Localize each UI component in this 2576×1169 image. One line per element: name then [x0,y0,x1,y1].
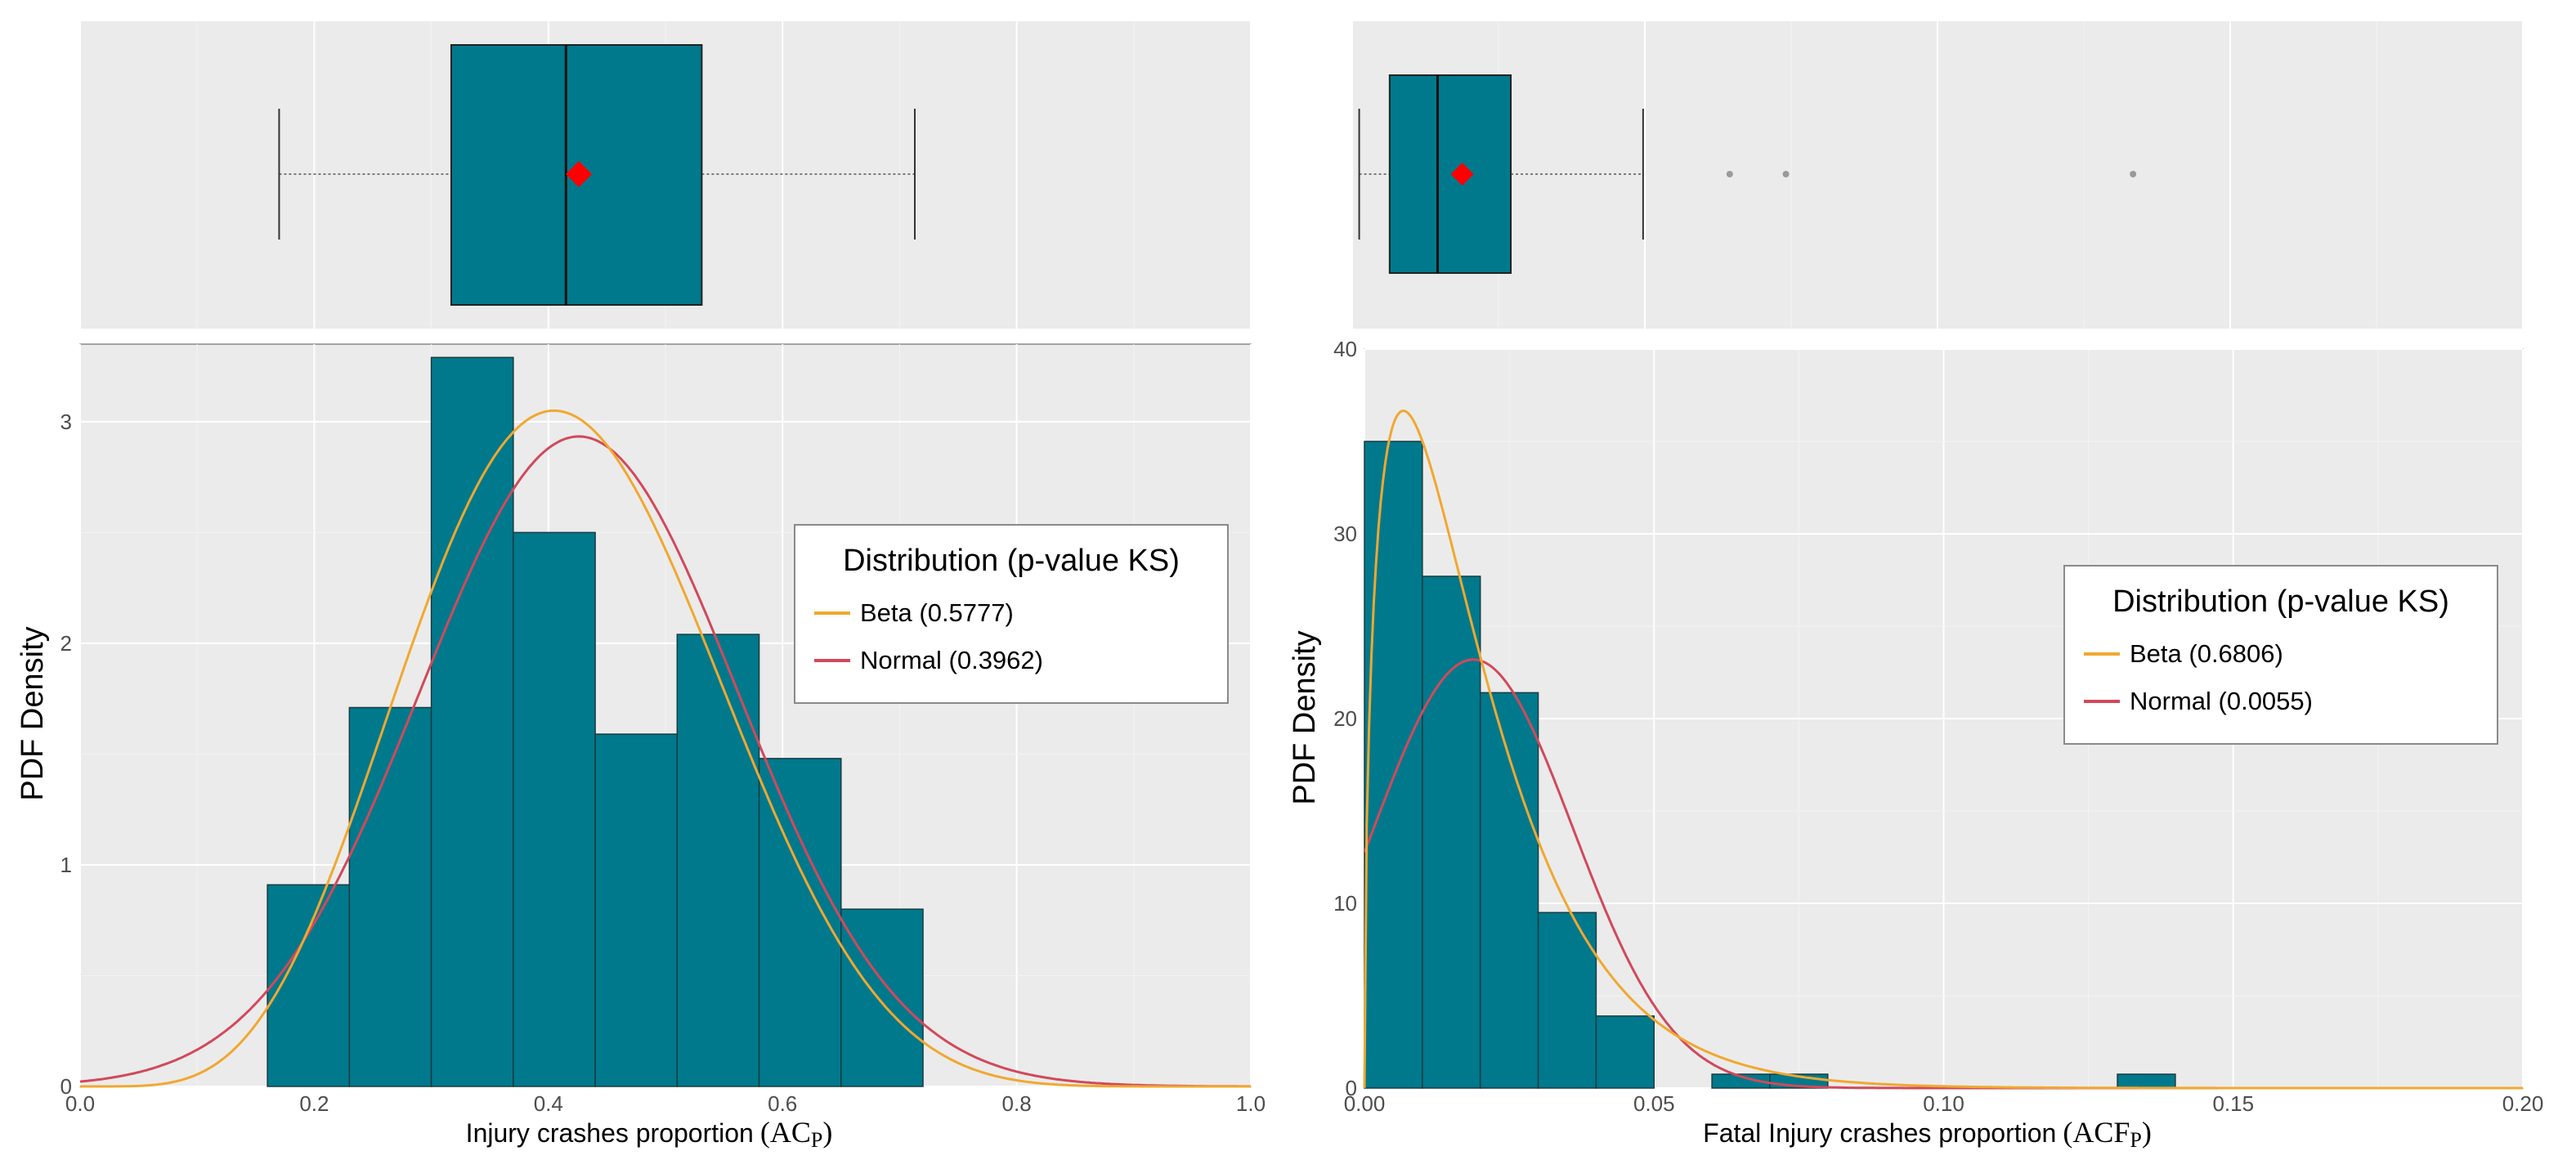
histogram-bar [1595,1015,1655,1089]
x-tick-label: 0.6 [768,1091,797,1116]
fatal-histogram: 0.00 0.05 0.10 0.15 0.20 0 10 20 30 40 Fatal Injur… [1288,337,2543,1152]
x-axis-title: Fatal Injury crashes proportion (ACFP) [1703,1116,2152,1152]
x-axis-title-math: (ACF [2063,1116,2130,1149]
histogram-bar [1364,441,1423,1089]
beta-fit-line [1363,409,2523,1090]
legend-box [2063,565,2498,745]
normal-fit-line [79,435,1251,1088]
x-axis-title-close: ) [822,1116,832,1149]
beta-legend-label: Beta (0.5777) [860,598,1014,627]
x-axis-title-text: Fatal Injury crashes proportion [1703,1118,2056,1148]
x-axis-title-text: Injury crashes proportion [466,1118,754,1148]
x-axis-title-sub: P [2130,1128,2141,1152]
histogram-bar [676,634,760,1087]
x-tick-label: 0.00 [1344,1091,1386,1116]
x-tick-label: 0.15 [2212,1091,2254,1116]
histogram-bar [1537,911,1597,1089]
histogram-bar [840,908,924,1087]
x-tick-label: 0.8 [1002,1091,1032,1116]
histogram-bar [513,531,596,1087]
x-tick-label: 0.10 [1923,1091,1964,1116]
legend-title: Distribution (p-value KS) [2112,584,2449,619]
x-axis-title-math: (AC [760,1116,811,1149]
normal-legend-label: Normal (0.0055) [2130,687,2313,715]
legend-title: Distribution (p-value KS) [843,544,1180,578]
beta-legend-label: Beta (0.6806) [2130,639,2283,668]
outlier-point [2130,171,2137,177]
mean-marker [566,161,593,187]
fatal-chart: 0.00 0.05 0.10 0.15 0.20 0 10 20 30 40 Fatal Injur… [1288,21,2543,1152]
mean-marker [1450,163,1474,186]
legend: Distribution (p-value KS) Beta (0.5777) No… [794,524,1229,704]
injury-boxplot [79,21,1252,329]
y-tick-label: 30 [1333,522,1357,546]
x-tick-label: 1.0 [1236,1091,1266,1116]
y-axis-title: PDF Density [16,626,50,800]
y-tick-label: 2 [60,631,72,656]
x-tick-label: 0.20 [2502,1091,2544,1116]
x-axis-title: Injury crashes proportion (ACP) [466,1116,833,1152]
y-tick-label: 0 [60,1074,72,1099]
y-tick-label: 0 [1346,1076,1357,1100]
outlier-point [1782,171,1790,177]
legend: Distribution (p-value KS) Beta (0.6806) No… [2063,565,2498,745]
y-tick-label: 20 [1333,706,1357,731]
histogram-bar [2117,1073,2176,1089]
x-axis-title-sub: P [811,1128,822,1152]
x-tick-label: 0.0 [65,1091,95,1116]
injury-histogram: 0.0 0.2 0.4 0.6 0.8 1.0 0 1 2 3 Injury crashes pro… [16,343,1266,1152]
y-axis-title: PDF Density [1288,630,1322,804]
histogram-bar [1479,692,1539,1089]
y-tick-label: 1 [60,853,72,877]
x-axis-title-close: ) [2142,1116,2152,1149]
injury-chart: 0.0 0.2 0.4 0.6 0.8 1.0 0 1 2 3 Injury crashes pro… [16,21,1266,1152]
legend-box [794,524,1229,704]
histogram-bar [430,356,514,1087]
histogram-bar [594,733,679,1087]
beta-fit-line [80,409,1251,1088]
normal-legend-label: Normal (0.3962) [860,646,1043,674]
boxplot-box [1388,74,1512,274]
y-tick-label: 40 [1333,337,1357,361]
y-tick-label: 10 [1333,891,1357,916]
histogram-bar [348,706,432,1087]
outlier-point [1726,171,1733,177]
histogram-bar [1422,576,1481,1089]
x-tick-label: 0.05 [1633,1091,1675,1116]
x-tick-label: 0.2 [299,1091,329,1116]
fatal-boxplot [1351,21,2524,329]
y-tick-label: 3 [60,410,72,434]
x-tick-label: 0.4 [534,1091,563,1116]
